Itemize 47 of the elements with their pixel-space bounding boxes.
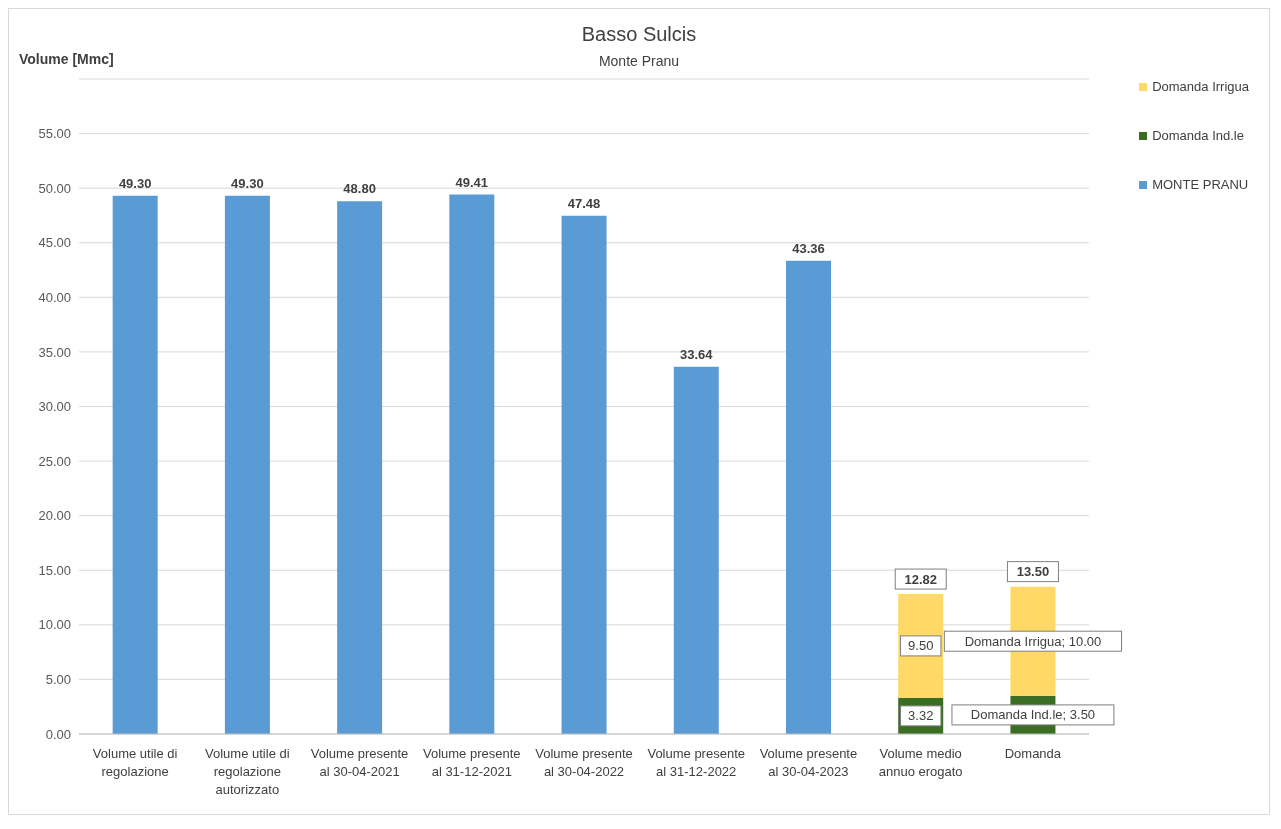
- data-label: 47.48: [567, 195, 601, 211]
- y-tick-label: 35.00: [38, 344, 71, 360]
- x-tick-label: Volume presente al 30-04-2023: [759, 746, 858, 779]
- bar: [561, 215, 607, 734]
- chart-title: Basso Sulcis: [580, 23, 698, 46]
- chart-subtitle: Monte Pranu: [598, 53, 680, 69]
- y-tick-label: 45.00: [38, 235, 71, 251]
- data-label: 9.50: [908, 638, 934, 654]
- y-tick-label: 5.00: [45, 672, 71, 688]
- y-tick-label: 50.00: [38, 180, 71, 196]
- total-label: 13.50: [1016, 564, 1050, 580]
- y-tick-label: 30.00: [38, 399, 71, 415]
- x-tick-label: Volume presente al 30-04-2022: [535, 746, 633, 779]
- x-tick-label: Volume presente al 30-04-2021: [310, 746, 409, 779]
- y-axis-title: Volume [Mmc]: [19, 51, 114, 67]
- data-label: 43.36: [792, 240, 825, 256]
- legend-label: Domanda Irrigua: [1151, 79, 1249, 94]
- y-tick-label: 0.00: [45, 726, 71, 742]
- bar: [449, 194, 495, 734]
- bar: [112, 195, 158, 734]
- x-tick-label: Volume utile di regolazione autorizzato: [205, 746, 290, 797]
- data-label: 48.80: [343, 181, 376, 197]
- data-label: 49.41: [455, 174, 489, 190]
- bar: [224, 195, 270, 734]
- bar: [673, 366, 719, 734]
- y-tick-label: 20.00: [38, 508, 71, 524]
- bar: [337, 201, 383, 734]
- y-tick-label: 15.00: [38, 562, 71, 578]
- data-label: 49.30: [118, 175, 152, 191]
- data-label: Domanda Irrigua; 10.00: [964, 633, 1102, 649]
- data-label: Domanda Ind.le; 3.50: [970, 707, 1096, 723]
- x-tick-label: Volume presente al 31-12-2021: [422, 746, 521, 779]
- total-label: 12.82: [904, 571, 937, 587]
- data-label: 33.64: [680, 346, 714, 362]
- x-tick-label: Volume presente al 31-12-2022: [647, 746, 746, 779]
- y-tick-label: 25.00: [38, 453, 71, 469]
- y-tick-label: 40.00: [38, 289, 71, 305]
- legend-label: MONTE PRANU: [1151, 177, 1249, 192]
- x-tick-label: Domanda: [1004, 746, 1062, 761]
- y-tick-label: 55.00: [38, 126, 71, 142]
- data-label: 3.32: [908, 708, 934, 724]
- x-tick-label: Volume utile di regolazione: [92, 746, 178, 779]
- data-label: 49.30: [231, 175, 264, 191]
- legend-label: Domanda Ind.le: [1151, 128, 1245, 143]
- y-tick-label: 10.00: [38, 617, 71, 633]
- x-tick-label: Volume medio annuo erogato: [878, 746, 963, 779]
- bar: [786, 260, 831, 734]
